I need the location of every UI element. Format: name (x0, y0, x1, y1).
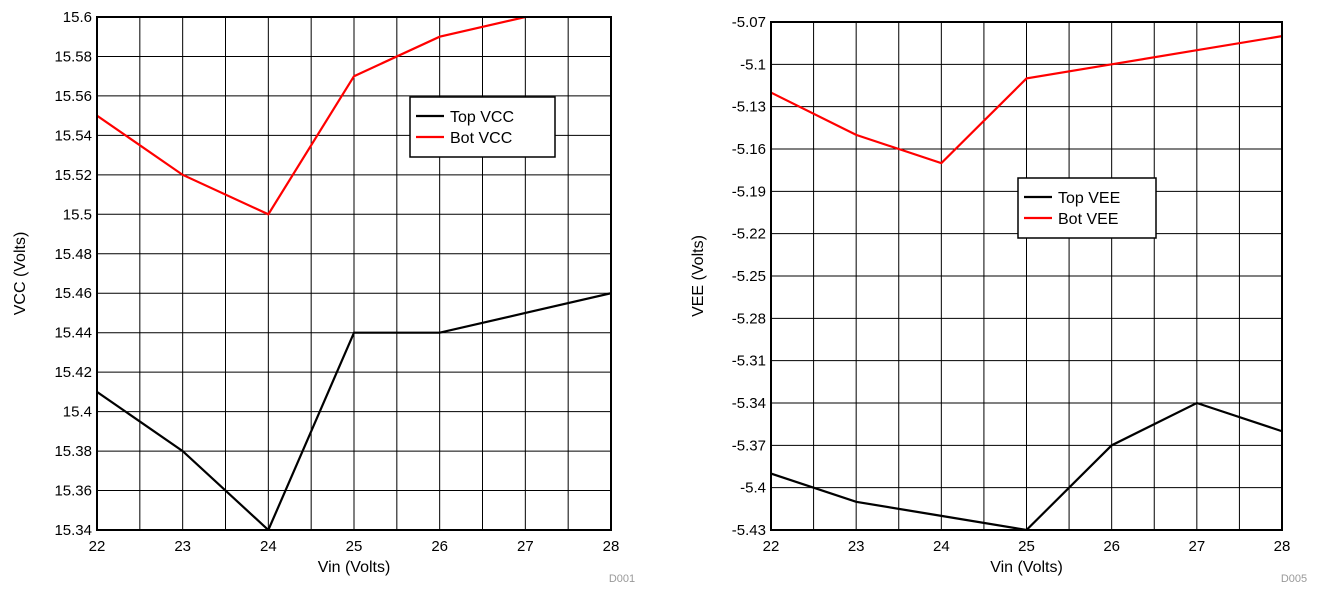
vcc-legend: Top VCC Bot VCC (409, 96, 556, 158)
vcc-x-tick-label: 26 (431, 538, 448, 555)
vee-y-tick-label: -5.16 (732, 141, 766, 158)
vee-y-tick-label: -5.1 (740, 56, 766, 73)
vee-figure-code: D005 (1281, 573, 1307, 585)
vcc-y-tick-label: 15.44 (54, 325, 92, 342)
vee-legend-label: Bot VEE (1058, 211, 1118, 228)
vee-x-tick-label: 26 (1103, 538, 1120, 555)
vcc-series-bot-vcc (97, 17, 531, 216)
vee-y-tick-label: -5.19 (732, 183, 766, 200)
vee-x-tick-label: 28 (1274, 538, 1291, 555)
vee-y-axis-label: VEE (Volts) (690, 235, 707, 317)
vcc-x-tick-label: 23 (174, 538, 191, 555)
vee-x-tick-label: 25 (1018, 538, 1035, 555)
vee-y-tick-label: -5.07 (732, 14, 766, 31)
vcc-y-tick-label: 15.36 (54, 483, 92, 500)
vcc-grid (96, 16, 612, 531)
vcc-x-tick-label: 22 (89, 538, 106, 555)
vee-x-tick-label: 24 (933, 538, 950, 555)
vcc-x-tick-label: 28 (603, 538, 620, 555)
vee-y-tick-label: -5.43 (732, 522, 766, 539)
vee-x-axis-label: Vin (Volts) (990, 559, 1063, 576)
vee-series-bot-vee (771, 35, 1282, 165)
vcc-y-tick-label: 15.42 (54, 364, 92, 381)
vcc-y-tick-label: 15.54 (54, 127, 92, 144)
vcc-y-tick-label: 15.34 (54, 522, 92, 539)
vcc-chart: 15.34 15.36 15.38 15.4 15.42 15.44 15.46 15.48 1… (12, 9, 635, 585)
vcc-x-tick-label: 25 (346, 538, 363, 555)
vcc-x-tick-label: 24 (260, 538, 277, 555)
vee-y-tick-label: -5.37 (732, 437, 766, 454)
vcc-y-tick-label: 15.38 (54, 443, 92, 460)
vcc-plot-frame (96, 16, 612, 531)
vee-chart: -5.43 -5.4 -5.37 -5.34 -5.31 -5.28 -5.25 -5.22 -… (690, 14, 1307, 585)
vcc-x-tick-label: 27 (517, 538, 534, 555)
vcc-y-tick-label: 15.48 (54, 246, 92, 263)
vee-legend-box (1017, 177, 1157, 239)
vee-grid (770, 21, 1283, 531)
vcc-y-tick-label: 15.46 (54, 285, 92, 302)
vcc-series-top-vcc (97, 292, 611, 530)
vee-y-tick-label: -5.34 (732, 395, 766, 412)
vee-y-tick-label: -5.13 (732, 99, 766, 116)
vcc-legend-box (409, 96, 556, 158)
vee-x-tick-label: 23 (848, 538, 865, 555)
vcc-legend-label: Bot VCC (450, 130, 512, 147)
vee-plot-frame (770, 21, 1283, 531)
vcc-figure-code: D001 (609, 573, 635, 585)
vcc-y-tick-label: 15.58 (54, 48, 92, 65)
vcc-y-tick-label: 15.56 (54, 88, 92, 105)
vee-legend-label: Top VEE (1058, 190, 1120, 207)
vee-series-top-vee (771, 401, 1282, 530)
vcc-y-tick-label: 15.6 (63, 9, 92, 26)
vcc-y-tick-label: 15.52 (54, 167, 92, 184)
vee-y-tick-label: -5.31 (732, 353, 766, 370)
vcc-legend-label: Top VCC (450, 109, 514, 126)
vee-y-tick-label: -5.28 (732, 310, 766, 327)
vee-y-tick-label: -5.4 (740, 480, 766, 497)
vee-x-tick-label: 22 (763, 538, 780, 555)
vcc-x-axis-label: Vin (Volts) (318, 559, 391, 576)
vee-x-tick-label: 27 (1188, 538, 1205, 555)
vcc-y-tick-label: 15.4 (63, 404, 92, 421)
vee-y-tick-label: -5.25 (732, 268, 766, 285)
vcc-y-axis-label: VCC (Volts) (12, 232, 29, 316)
vee-y-tick-label: -5.22 (732, 226, 766, 243)
vcc-y-tick-label: 15.5 (63, 206, 92, 223)
vee-legend: Top VEE Bot VEE (1017, 177, 1157, 239)
